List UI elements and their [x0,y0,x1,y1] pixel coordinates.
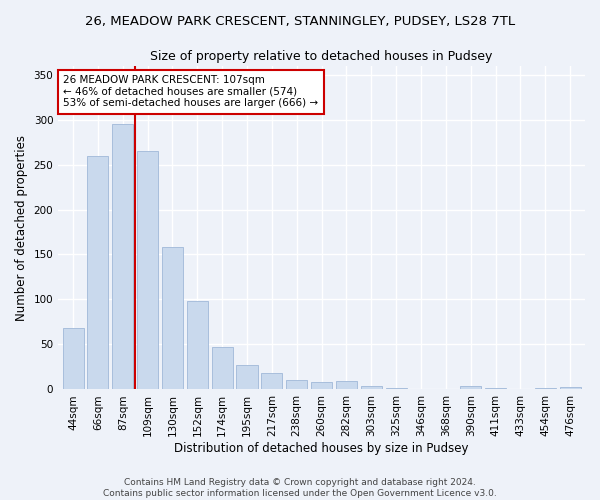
Bar [361,386,382,390]
Bar [137,151,158,390]
Title: Size of property relative to detached houses in Pudsey: Size of property relative to detached ho… [151,50,493,63]
Y-axis label: Number of detached properties: Number of detached properties [15,134,28,320]
Bar [286,380,307,390]
Bar [187,302,208,390]
Bar [485,388,506,390]
Bar [386,388,407,390]
Bar [88,156,109,390]
Bar [560,387,581,390]
Bar [336,382,357,390]
Text: Contains HM Land Registry data © Crown copyright and database right 2024.
Contai: Contains HM Land Registry data © Crown c… [103,478,497,498]
Bar [535,388,556,390]
Bar [311,382,332,390]
Bar [236,365,257,390]
Bar [162,248,183,390]
Bar [262,374,283,390]
X-axis label: Distribution of detached houses by size in Pudsey: Distribution of detached houses by size … [175,442,469,455]
Bar [460,386,481,390]
Bar [112,124,133,390]
Bar [212,347,233,390]
Bar [62,328,83,390]
Text: 26, MEADOW PARK CRESCENT, STANNINGLEY, PUDSEY, LS28 7TL: 26, MEADOW PARK CRESCENT, STANNINGLEY, P… [85,15,515,28]
Bar [510,388,531,390]
Bar [410,388,431,390]
Text: 26 MEADOW PARK CRESCENT: 107sqm
← 46% of detached houses are smaller (574)
53% o: 26 MEADOW PARK CRESCENT: 107sqm ← 46% of… [64,76,319,108]
